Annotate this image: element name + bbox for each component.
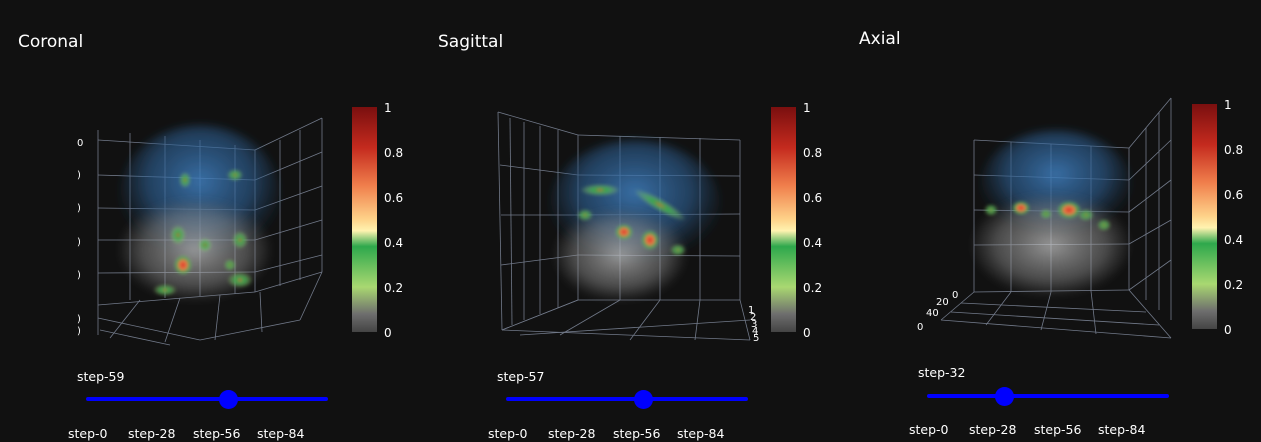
axis-tick: )	[77, 237, 81, 248]
slider-track[interactable]	[86, 397, 328, 401]
axis-tick: 2	[750, 312, 756, 323]
colorbar: 1 0.8 0.6 0.4 0.2 0	[352, 101, 403, 340]
brain-volume	[550, 140, 720, 300]
axis-ticks: 1 2 3 4 5	[748, 305, 759, 344]
colorbar-tick: 0	[1224, 323, 1232, 337]
volume-scene[interactable]: 1 2 3 4 5 1 0.8 0.6 0.4 0.2 0	[420, 0, 840, 360]
slider-step-label[interactable]: step-56	[613, 426, 661, 441]
axis-ticks: 0 20 40 0	[917, 290, 958, 333]
axis-ticks: 0 ) ) ) ) ) )	[77, 138, 83, 337]
slider-current-label: step-32	[918, 365, 966, 380]
colorbar-tick: 1	[384, 101, 392, 115]
slider-step-label[interactable]: step-56	[1034, 422, 1082, 437]
panel-axial: Axial	[841, 0, 1261, 442]
axis-tick: 3	[751, 319, 757, 330]
volume-scene[interactable]: 0 20 40 0 1 0.8 0.6 0.4 0.2 0	[841, 0, 1261, 360]
slider-step-label[interactable]: step-0	[909, 422, 949, 437]
slider-step-label[interactable]: step-84	[1098, 422, 1146, 437]
colorbar-tick: 0.8	[384, 146, 403, 160]
slider-current-label: step-57	[497, 369, 545, 384]
slider-track[interactable]	[506, 397, 748, 401]
axis-tick: 40	[926, 308, 939, 319]
axis-tick: 20	[936, 297, 949, 308]
slider-step-label[interactable]: step-56	[193, 426, 241, 441]
slider-step-label[interactable]: step-28	[128, 426, 176, 441]
panel-title: Sagittal	[438, 32, 504, 52]
colorbar-tick: 0.2	[1224, 278, 1243, 292]
slider-step-label[interactable]: step-28	[969, 422, 1017, 437]
axis-tick: 1	[748, 305, 754, 316]
slider-track[interactable]	[927, 394, 1169, 398]
axis-tick: 0	[952, 290, 958, 301]
colorbar-gradient	[352, 107, 377, 332]
colorbar-tick: 0.2	[384, 281, 403, 295]
panel-sagittal: Sagittal	[420, 0, 840, 442]
colorbar-tick: 0.4	[803, 236, 822, 250]
axis-tick: 0	[77, 138, 83, 149]
slider-handle[interactable]	[994, 387, 1014, 406]
colorbar-tick: 0	[384, 326, 392, 340]
axis-tick: )	[77, 170, 81, 181]
slider-current-label: step-59	[77, 369, 125, 384]
axis-tick: 0	[917, 322, 923, 333]
axis-tick: )	[77, 203, 81, 214]
brain-volume	[120, 125, 280, 300]
slider-step-label[interactable]: step-84	[257, 426, 305, 441]
colorbar: 1 0.8 0.6 0.4 0.2 0	[1192, 98, 1243, 337]
colorbar-tick: 0.6	[384, 191, 403, 205]
colorbar-tick: 0.8	[803, 146, 822, 160]
slider-step-label[interactable]: step-84	[677, 426, 725, 441]
colorbar-tick: 1	[803, 101, 811, 115]
slider-step-label[interactable]: step-28	[548, 426, 596, 441]
colorbar-tick: 0.4	[1224, 233, 1243, 247]
brain-volume	[973, 130, 1131, 295]
colorbar-tick: 0.6	[803, 191, 822, 205]
colorbar-tick: 0.8	[1224, 143, 1243, 157]
slider-step-label[interactable]: step-0	[488, 426, 528, 441]
slider-handle[interactable]	[634, 390, 654, 409]
colorbar-tick: 0	[803, 326, 811, 340]
colorbar-tick: 0.6	[1224, 188, 1243, 202]
slider-step-label[interactable]: step-0	[68, 426, 108, 441]
axis-tick: )	[77, 326, 81, 337]
panel-title: Axial	[859, 29, 901, 49]
axis-tick: 5	[753, 333, 759, 344]
colorbar-tick: 1	[1224, 98, 1232, 112]
colorbar-tick: 0.4	[384, 236, 403, 250]
colorbar-gradient	[1192, 104, 1217, 329]
panel-title: Coronal	[18, 32, 84, 52]
slider-handle[interactable]	[219, 390, 239, 409]
colorbar-gradient	[771, 107, 796, 332]
colorbar: 1 0.8 0.6 0.4 0.2 0	[771, 101, 822, 340]
axis-tick: 4	[752, 326, 758, 337]
axis-tick: )	[77, 270, 81, 281]
volume-scene[interactable]: 0 ) ) ) ) ) ) 1 0.8 0.6 0.4 0.2 0	[0, 0, 420, 360]
colorbar-tick: 0.2	[803, 281, 822, 295]
axis-tick: )	[77, 314, 81, 325]
panel-coronal: Coronal	[0, 0, 420, 442]
